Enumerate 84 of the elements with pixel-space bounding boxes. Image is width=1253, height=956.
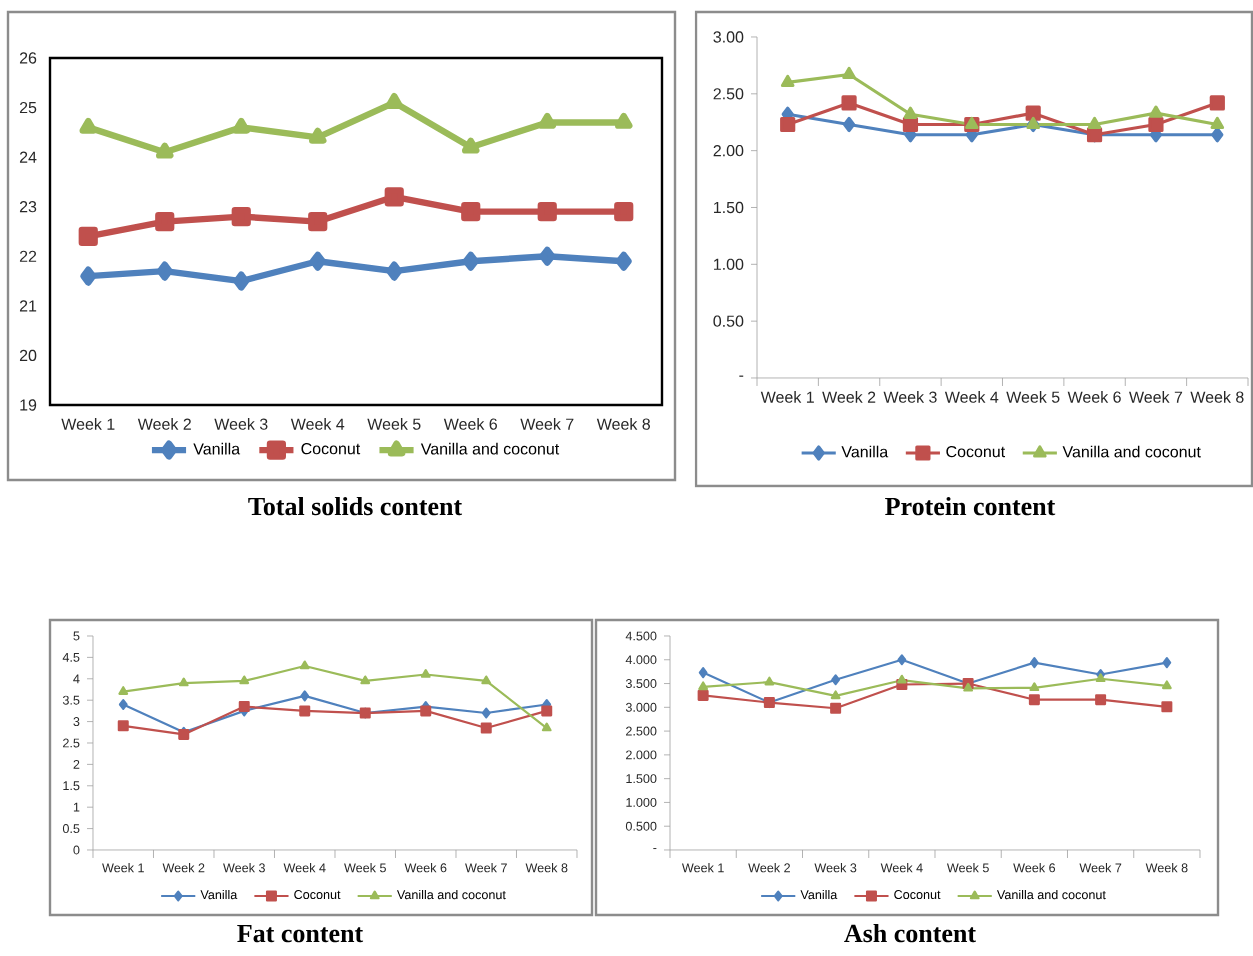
x-tick-label: Week 5 (367, 418, 421, 430)
x-tick-label: Week 3 (814, 863, 857, 873)
x-tick-label: Week 7 (465, 863, 507, 873)
x-tick-label: Week 5 (946, 863, 989, 873)
legend-label: Coconut (301, 443, 361, 455)
y-tick-label: 20 (19, 349, 37, 362)
y-tick-label: 21 (19, 300, 37, 312)
legend-label: Vanilla and coconut (1062, 445, 1201, 458)
x-tick-label: Week 2 (822, 391, 876, 403)
x-tick-label: Week 7 (1079, 863, 1122, 873)
y-tick-label: 24 (19, 151, 37, 163)
y-tick-label: 2.000 (626, 750, 657, 760)
y-tick-label: 3.500 (625, 679, 657, 688)
y-tick-label: 3.000 (625, 702, 657, 712)
x-tick-label: Week 8 (596, 418, 650, 430)
y-tick-label: 1.500 (626, 774, 657, 784)
y-tick-label: 3.5 (62, 695, 80, 705)
text: Fat content (237, 924, 364, 943)
x-tick-label: Week 5 (344, 863, 386, 873)
legend-label: Vanilla and coconut (420, 442, 560, 455)
y-tick-label: 26 (19, 52, 37, 64)
y-tick-label: 1.000 (626, 797, 657, 807)
legend-label: Coconut (294, 890, 341, 900)
x-tick-label: Week 4 (290, 418, 345, 430)
x-tick-label: Week 1 (681, 863, 724, 873)
y-tick-label: 3 (73, 717, 80, 727)
x-tick-label: Week 6 (443, 418, 497, 430)
y-tick-label: 25 (19, 101, 37, 114)
y-tick-label: 5 (73, 631, 80, 641)
x-tick-label: Week 6 (1067, 391, 1121, 403)
y-tick-label: 22 (19, 250, 37, 262)
y-tick-label: - (653, 848, 657, 850)
y-tick-label: 0 (73, 845, 80, 855)
x-tick-label: Week 3 (883, 391, 937, 403)
legend-label: Coconut (894, 890, 941, 900)
y-tick-label: 3.00 (713, 31, 744, 43)
y-tick-label: 0.500 (625, 821, 657, 831)
y-tick-label: 0.50 (713, 315, 744, 327)
legend-label: Vanilla (200, 889, 238, 900)
x-tick-label: Week 1 (760, 391, 814, 403)
y-tick-label: 23 (19, 201, 37, 213)
x-tick-label: Week 8 (525, 863, 568, 873)
y-tick-label: 1.5 (63, 781, 80, 791)
y-tick-label: - (739, 375, 744, 377)
x-tick-label: Week 5 (1006, 391, 1060, 403)
text: Ash content (844, 923, 976, 943)
y-tick-label: 1 (73, 802, 80, 812)
x-tick-label: Week 2 (137, 418, 191, 430)
y-tick-label: 4.000 (625, 655, 657, 665)
x-tick-label: Week 4 (880, 863, 923, 873)
y-tick-label: 1.50 (714, 201, 744, 214)
y-tick-label: 0.5 (62, 824, 80, 834)
x-tick-label: Week 6 (404, 863, 447, 873)
x-tick-label: Week 1 (61, 418, 115, 430)
x-tick-label: Week 3 (223, 863, 265, 873)
x-tick-label: Week 7 (520, 418, 574, 430)
y-tick-label: 2.5 (63, 738, 80, 748)
text: Protein content (885, 496, 1056, 516)
text: Total solids content (248, 496, 463, 516)
legend-label: Vanilla (841, 445, 889, 458)
y-tick-label: 19 (20, 399, 37, 411)
x-tick-label: Week 4 (944, 391, 999, 403)
x-tick-label: Week 1 (102, 863, 144, 873)
y-tick-label: 4.5 (62, 652, 80, 662)
legend-label: Coconut (946, 445, 1006, 458)
x-tick-label: Week 2 (162, 863, 205, 873)
x-tick-label: Week 2 (748, 863, 790, 873)
legend-label: Vanilla (800, 889, 838, 900)
y-tick-label: 4.500 (625, 631, 657, 641)
x-tick-label: Week 3 (214, 418, 268, 430)
y-tick-label: 2 (73, 759, 80, 769)
x-tick-label: Week 8 (1145, 863, 1188, 873)
x-tick-label: Week 4 (283, 863, 326, 873)
x-tick-label: Week 8 (1190, 391, 1244, 403)
y-tick-label: 1.00 (714, 258, 744, 270)
x-tick-label: Week 6 (1013, 863, 1056, 873)
legend-label: Vanilla and coconut (996, 889, 1106, 900)
y-tick-label: 4 (73, 674, 80, 684)
y-tick-label: 2.500 (626, 726, 657, 736)
y-tick-label: 2.50 (713, 88, 744, 100)
legend-label: Vanilla (193, 442, 241, 455)
x-tick-label: Week 7 (1129, 391, 1183, 403)
legend-label: Vanilla and coconut (396, 889, 506, 900)
y-tick-label: 2.00 (713, 144, 744, 157)
